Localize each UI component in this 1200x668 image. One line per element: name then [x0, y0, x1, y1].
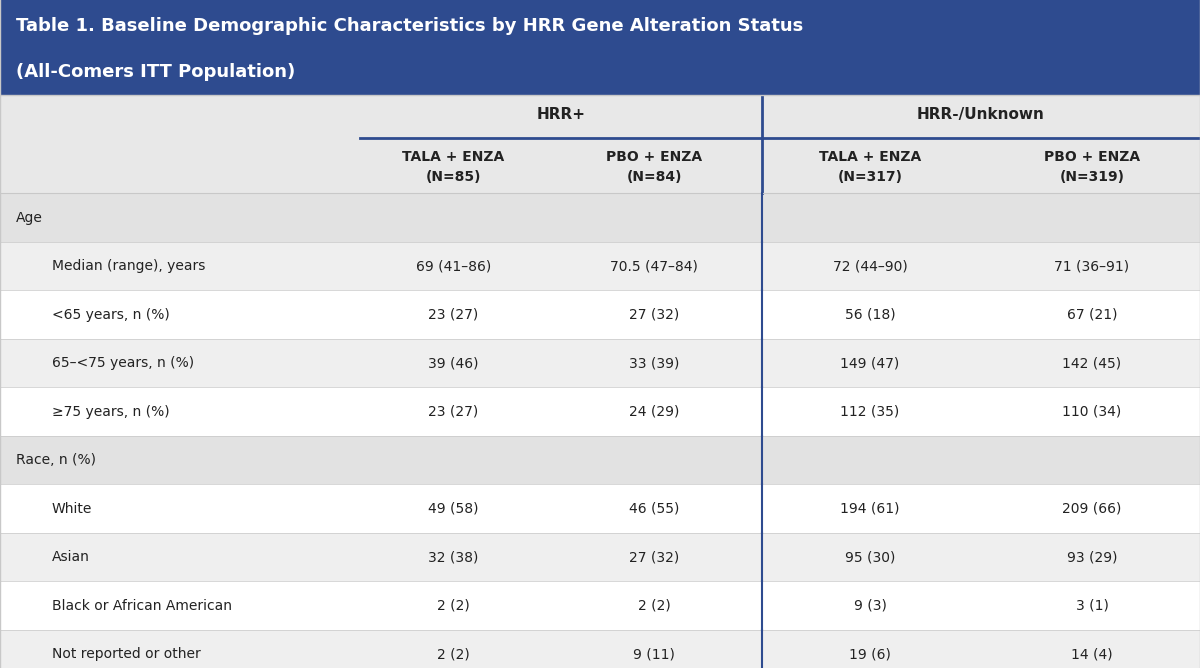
- Text: 23 (27): 23 (27): [428, 308, 479, 322]
- Text: Black or African American: Black or African American: [52, 599, 232, 613]
- Text: 69 (41–86): 69 (41–86): [416, 259, 491, 273]
- Text: 24 (29): 24 (29): [629, 405, 679, 419]
- Text: <65 years, n (%): <65 years, n (%): [52, 308, 169, 322]
- Text: Not reported or other: Not reported or other: [52, 647, 200, 661]
- FancyBboxPatch shape: [0, 436, 1200, 484]
- FancyBboxPatch shape: [0, 484, 1200, 533]
- Text: 23 (27): 23 (27): [428, 405, 479, 419]
- Text: 110 (34): 110 (34): [1062, 405, 1122, 419]
- Text: HRR-/Unknown: HRR-/Unknown: [917, 108, 1045, 122]
- Text: TALA + ENZA: TALA + ENZA: [818, 150, 922, 164]
- Text: 70.5 (47–84): 70.5 (47–84): [610, 259, 698, 273]
- Text: 46 (55): 46 (55): [629, 502, 679, 516]
- Text: 14 (4): 14 (4): [1072, 647, 1112, 661]
- Text: 93 (29): 93 (29): [1067, 550, 1117, 564]
- Text: (All-Comers ITT Population): (All-Comers ITT Population): [16, 63, 295, 81]
- FancyBboxPatch shape: [0, 194, 1200, 242]
- Text: 49 (58): 49 (58): [428, 502, 479, 516]
- Text: Race, n (%): Race, n (%): [16, 453, 96, 467]
- Text: White: White: [52, 502, 92, 516]
- FancyBboxPatch shape: [0, 581, 1200, 630]
- Text: (N=85): (N=85): [426, 170, 481, 184]
- Text: 2 (2): 2 (2): [637, 599, 671, 613]
- Text: 67 (21): 67 (21): [1067, 308, 1117, 322]
- Text: 194 (61): 194 (61): [840, 502, 900, 516]
- FancyBboxPatch shape: [0, 533, 1200, 581]
- FancyBboxPatch shape: [0, 95, 1200, 194]
- Text: 56 (18): 56 (18): [845, 308, 895, 322]
- Text: Asian: Asian: [52, 550, 90, 564]
- Text: Table 1. Baseline Demographic Characteristics by HRR Gene Alteration Status: Table 1. Baseline Demographic Characteri…: [16, 17, 803, 35]
- Text: 112 (35): 112 (35): [840, 405, 900, 419]
- Text: 33 (39): 33 (39): [629, 356, 679, 370]
- Text: 19 (6): 19 (6): [850, 647, 890, 661]
- Text: ≥75 years, n (%): ≥75 years, n (%): [52, 405, 169, 419]
- Text: 32 (38): 32 (38): [428, 550, 479, 564]
- Text: (N=84): (N=84): [626, 170, 682, 184]
- FancyBboxPatch shape: [0, 242, 1200, 291]
- FancyBboxPatch shape: [0, 0, 1200, 95]
- Text: PBO + ENZA: PBO + ENZA: [606, 150, 702, 164]
- Text: 27 (32): 27 (32): [629, 308, 679, 322]
- Text: 2 (2): 2 (2): [437, 647, 470, 661]
- Text: 142 (45): 142 (45): [1062, 356, 1122, 370]
- Text: (N=317): (N=317): [838, 170, 902, 184]
- FancyBboxPatch shape: [0, 630, 1200, 668]
- FancyBboxPatch shape: [0, 339, 1200, 387]
- Text: Age: Age: [16, 210, 42, 224]
- Text: 65–<75 years, n (%): 65–<75 years, n (%): [52, 356, 193, 370]
- FancyBboxPatch shape: [0, 291, 1200, 339]
- Text: 209 (66): 209 (66): [1062, 502, 1122, 516]
- Text: 2 (2): 2 (2): [437, 599, 470, 613]
- Text: 27 (32): 27 (32): [629, 550, 679, 564]
- Text: 71 (36–91): 71 (36–91): [1055, 259, 1129, 273]
- Text: 9 (3): 9 (3): [853, 599, 887, 613]
- Text: 72 (44–90): 72 (44–90): [833, 259, 907, 273]
- FancyBboxPatch shape: [0, 387, 1200, 436]
- Text: 95 (30): 95 (30): [845, 550, 895, 564]
- Text: HRR+: HRR+: [536, 108, 586, 122]
- Text: 9 (11): 9 (11): [634, 647, 674, 661]
- Text: 39 (46): 39 (46): [428, 356, 479, 370]
- Text: Median (range), years: Median (range), years: [52, 259, 205, 273]
- Text: TALA + ENZA: TALA + ENZA: [402, 150, 505, 164]
- Text: PBO + ENZA: PBO + ENZA: [1044, 150, 1140, 164]
- Text: 3 (1): 3 (1): [1075, 599, 1109, 613]
- Text: (N=319): (N=319): [1060, 170, 1124, 184]
- Text: 149 (47): 149 (47): [840, 356, 900, 370]
